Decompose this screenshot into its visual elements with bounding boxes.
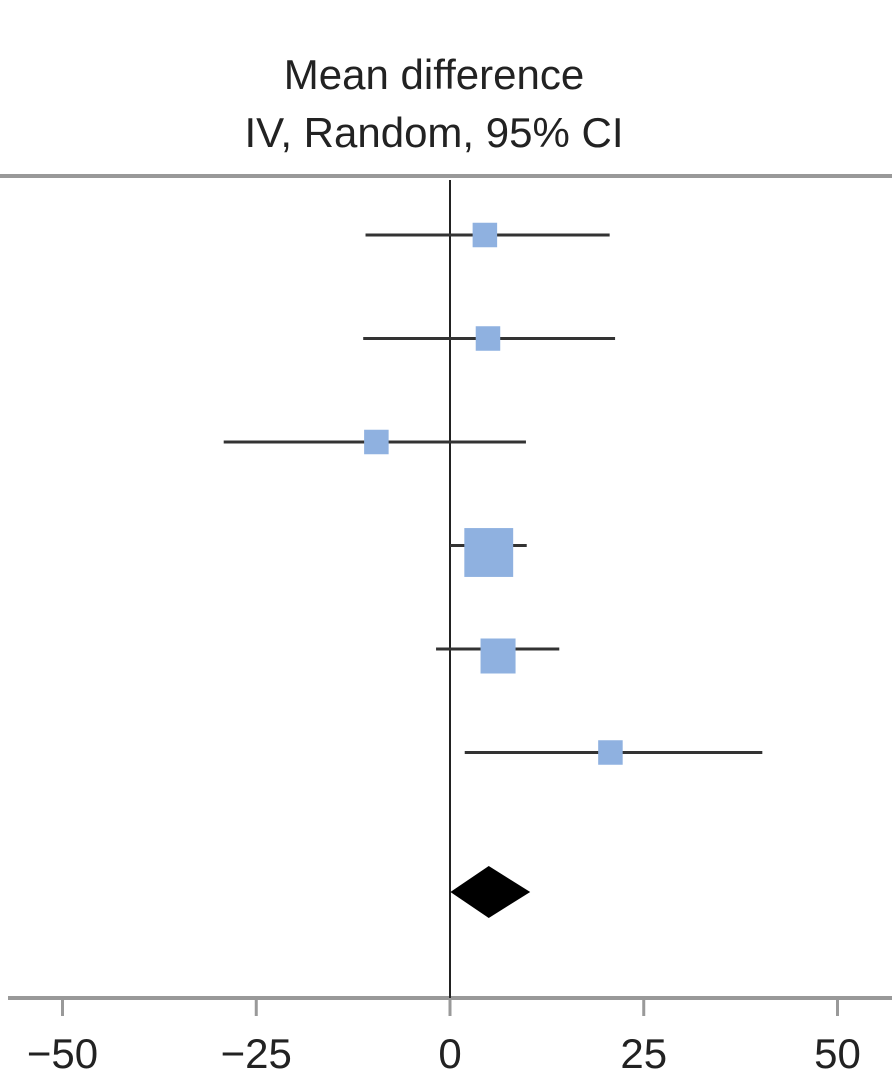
pooled-diamond [450,866,531,918]
x-tick-label: −25 [221,1030,292,1077]
x-tick-label: 0 [438,1030,461,1077]
study-rows [223,222,763,765]
x-axis-ticks: −50 −25 0 25 50 [27,998,861,1077]
pooled-estimate [450,866,531,918]
chart-title-line-2: IV, Random, 95% CI [244,109,624,156]
chart-title-line-1: Mean difference [283,51,585,98]
study-point-estimate [598,740,623,765]
study-point-estimate [464,528,514,577]
x-tick-label: 25 [620,1030,667,1077]
x-tick-label: −50 [27,1030,98,1077]
study-point-estimate [364,429,389,455]
x-tick-label: 50 [814,1030,861,1077]
study-point-estimate [480,638,516,674]
study-point-estimate [475,326,501,351]
study-point-estimate [472,222,498,248]
